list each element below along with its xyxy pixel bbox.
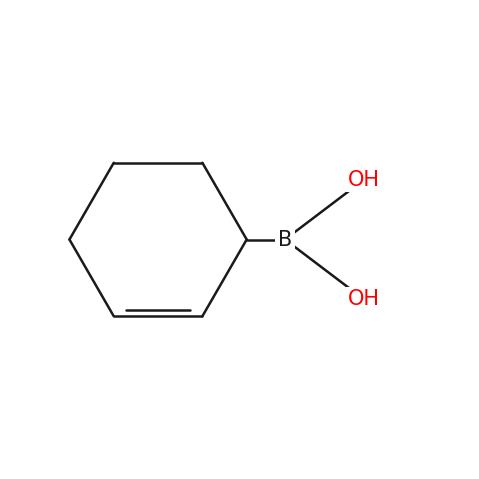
Text: OH: OH [348,289,380,309]
Text: B: B [278,229,292,250]
Text: OH: OH [348,170,380,190]
